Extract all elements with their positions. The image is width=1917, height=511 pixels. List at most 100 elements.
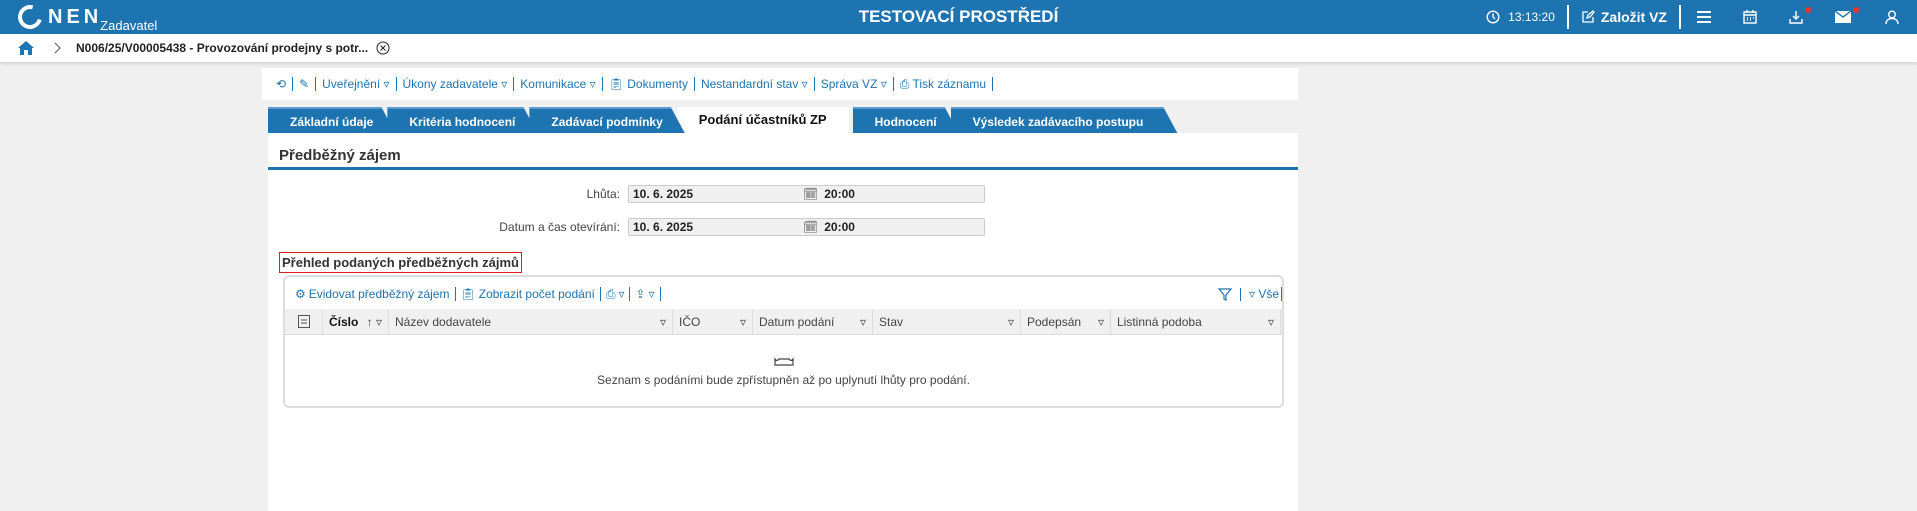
tab-bar: Základní údaje Kritéria hodnocení Zadáva… bbox=[268, 107, 1169, 133]
messages-button[interactable] bbox=[1819, 0, 1867, 34]
refresh-button[interactable]: ⟲ bbox=[270, 77, 294, 91]
chevron-right-icon bbox=[54, 42, 61, 54]
filter-button[interactable] bbox=[1210, 287, 1241, 301]
filter-icon bbox=[1217, 287, 1232, 301]
hamburger-icon bbox=[1697, 11, 1711, 23]
time-value: 20:00 bbox=[824, 220, 855, 234]
tab-podani-ucastniku[interactable]: Podání účastníků ZP bbox=[676, 107, 849, 133]
home-icon[interactable] bbox=[18, 41, 34, 55]
field-label: Datum a čas otevírání: bbox=[499, 220, 620, 234]
user-icon bbox=[1885, 10, 1899, 24]
time-value: 20:00 bbox=[824, 187, 855, 201]
title-underline bbox=[268, 167, 1298, 170]
menu-komunikace[interactable]: Komunikace ▿ bbox=[514, 77, 603, 91]
menu-dokumenty[interactable]: 📋︎ Dokumenty bbox=[603, 77, 695, 91]
notification-dot bbox=[1805, 7, 1811, 13]
submissions-grid: ⚙ Evidovat předběžný zájem 📋︎ Zobrazit poč… bbox=[283, 275, 1284, 408]
evidovat-button[interactable]: ⚙ Evidovat předběžný zájem bbox=[290, 287, 456, 301]
tisk-label: Tisk záznamu bbox=[912, 77, 987, 91]
filter-all-button[interactable]: ▿ Vše bbox=[1241, 287, 1282, 301]
section-heading: Přehled podaných předběžných zájmů bbox=[279, 252, 522, 273]
column-settings-button[interactable] bbox=[285, 309, 323, 334]
filter-caret-icon: ▿ bbox=[1267, 314, 1274, 329]
column-datum-podani[interactable]: Datum podání ▿ bbox=[753, 309, 873, 334]
zobrazit-pocet-button[interactable]: 📋︎ Zobrazit počet podání bbox=[456, 287, 601, 301]
empty-state: Seznam s podáními bude zpřístupněn až po… bbox=[285, 357, 1282, 387]
filter-caret-icon: ▿ bbox=[1097, 314, 1104, 329]
gear-doc-icon: ⚙ bbox=[295, 287, 306, 301]
date-value: 10. 6. 2025 bbox=[633, 187, 694, 201]
logo-ring-icon bbox=[13, 0, 47, 34]
column-label: Stav bbox=[879, 314, 904, 329]
tab-zadavaci-podminky[interactable]: Zadávací podmínky bbox=[529, 107, 684, 133]
calendar-icon[interactable]: 🗓︎ bbox=[803, 187, 819, 201]
field-datum-otevirani: Datum a čas otevírání: 10. 6. 2025 🗓︎ 20:0… bbox=[268, 218, 985, 236]
edit-button[interactable]: ✎ bbox=[293, 77, 317, 91]
lhuta-input[interactable]: 10. 6. 2025 🗓︎ 20:00 bbox=[628, 185, 985, 203]
column-cislo[interactable]: Číslo ↑ ▿ bbox=[323, 309, 389, 334]
column-listinna[interactable]: Listinná podoba ▿ bbox=[1111, 309, 1281, 334]
print-menu-button[interactable]: ⎙ ▿ bbox=[601, 287, 631, 301]
filter-caret-icon: ▿ bbox=[859, 314, 866, 329]
nen-logo[interactable]: NEN Zadavatel bbox=[13, 0, 158, 34]
column-stav[interactable]: Stav ▿ bbox=[873, 309, 1021, 334]
sort-asc-icon: ↑ ▿ bbox=[366, 314, 382, 329]
share-icon: ⇪ bbox=[635, 287, 646, 301]
app-header: NEN Zadavatel TESTOVACÍ PROSTŘEDÍ 13:13:… bbox=[0, 0, 1917, 34]
download-icon bbox=[1789, 11, 1803, 24]
evidovat-label: Evidovat předběžný zájem bbox=[308, 287, 450, 301]
calendar-button[interactable] bbox=[1727, 0, 1773, 34]
divider bbox=[1679, 5, 1681, 29]
breadcrumb-current[interactable]: N006/25/V00005438 - Provozování prodejny… bbox=[76, 41, 369, 55]
clock-icon bbox=[1486, 10, 1500, 24]
tab-hodnoceni[interactable]: Hodnocení bbox=[853, 107, 959, 133]
print-icon: ⎙ bbox=[605, 287, 616, 301]
tab-zakladni-udaje[interactable]: Základní údaje bbox=[268, 107, 395, 133]
logo-text: NEN bbox=[48, 6, 103, 28]
divider bbox=[1566, 5, 1569, 29]
doc-arrow-icon: 📋︎ bbox=[460, 287, 476, 301]
empty-message: Seznam s podáními bude zpřístupněn až po… bbox=[597, 373, 970, 387]
menu-uverejneni[interactable]: Uveřejnění ▿ bbox=[316, 77, 397, 91]
breadcrumb: N006/25/V00005438 - Provozování prodejny… bbox=[0, 34, 1917, 62]
session-timer: 13:13:20 bbox=[1474, 0, 1567, 34]
logo-subtitle: Zadavatel bbox=[100, 18, 158, 33]
datum-otevirani-input[interactable]: 10. 6. 2025 🗓︎ 20:00 bbox=[628, 218, 985, 236]
settings-icon bbox=[297, 315, 310, 328]
tab-kriteria-hodnoceni[interactable]: Kritéria hodnocení bbox=[387, 107, 537, 133]
export-menu-button[interactable]: ⇪ ▿ bbox=[630, 287, 661, 301]
edit-icon bbox=[1582, 10, 1595, 23]
create-vz-label: Založit VZ bbox=[1600, 9, 1667, 25]
time-text: 13:13:20 bbox=[1508, 10, 1555, 24]
mail-icon bbox=[1835, 11, 1851, 23]
calendar-icon bbox=[1743, 10, 1757, 24]
create-vz-button[interactable]: Založit VZ bbox=[1569, 0, 1679, 34]
calendar-icon[interactable]: 🗓︎ bbox=[803, 220, 819, 234]
field-lhuta: Lhůta: 10. 6. 2025 🗓︎ 20:00 bbox=[268, 185, 985, 203]
grid-header: Číslo ↑ ▿ Název dodavatele ▿ IČO ▿ Datum po… bbox=[285, 309, 1282, 335]
downloads-button[interactable] bbox=[1773, 0, 1819, 34]
zobrazit-label: Zobrazit počet podání bbox=[478, 287, 595, 301]
column-nazev[interactable]: Název dodavatele ▿ bbox=[389, 309, 673, 334]
column-podepsan[interactable]: Podepsán ▿ bbox=[1021, 309, 1111, 334]
date-value: 10. 6. 2025 bbox=[633, 220, 694, 234]
menu-tisk-zaznamu[interactable]: ⎙ Tisk záznamu bbox=[894, 77, 994, 91]
column-label: Podepsán bbox=[1027, 314, 1082, 329]
menu-sprava-vz[interactable]: Správa VZ ▿ bbox=[815, 77, 894, 91]
menu-button[interactable] bbox=[1681, 0, 1727, 34]
action-toolbar: ⟲ ✎ Uveřejnění ▿ Úkony zadavatele ▿ Komu… bbox=[262, 68, 1298, 100]
column-label: Číslo bbox=[329, 314, 359, 329]
panel-title: Předběžný zájem bbox=[279, 147, 401, 164]
empty-tray-icon bbox=[773, 357, 794, 366]
main-panel: Předběžný zájem Lhůta: 10. 6. 2025 🗓︎ 20:0… bbox=[268, 133, 1298, 511]
column-label: IČO bbox=[679, 314, 701, 329]
user-button[interactable] bbox=[1867, 0, 1917, 34]
close-icon[interactable] bbox=[376, 41, 390, 55]
column-ico[interactable]: IČO ▿ bbox=[673, 309, 753, 334]
column-label: Listinná podoba bbox=[1117, 314, 1202, 329]
tab-vysledek[interactable]: Výsledek zadávacího postupu bbox=[951, 107, 1178, 133]
filter-caret-icon: ▿ bbox=[739, 314, 746, 329]
menu-nestandardni-stav[interactable]: Nestandardní stav ▿ bbox=[695, 77, 815, 91]
menu-ukony-zadavatele[interactable]: Úkony zadavatele ▿ bbox=[397, 77, 515, 91]
field-label: Lhůta: bbox=[586, 187, 620, 201]
